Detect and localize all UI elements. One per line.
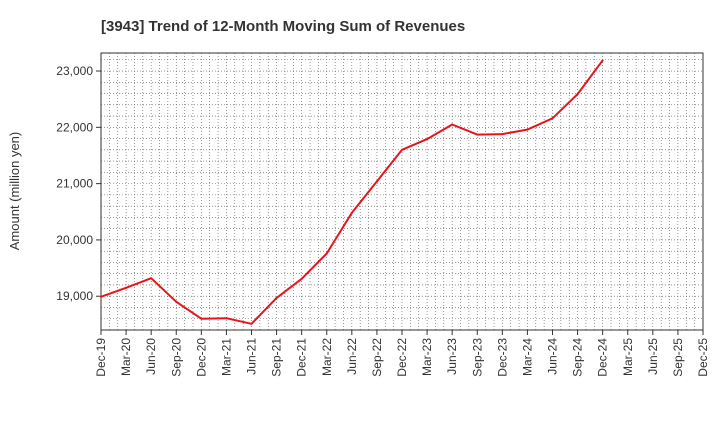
data-point [601,59,604,62]
data-point [150,277,153,280]
y-axis-label: Amount (million yen) [7,132,22,251]
x-tick-label: Sep-23 [470,338,484,377]
data-point [551,117,554,120]
x-tick-label: Jun-24 [546,338,560,375]
x-tick-label: Jun-22 [345,338,359,375]
data-point [175,300,178,303]
y-tick-label: 19,000 [56,289,93,303]
y-tick-label: 21,000 [56,177,93,191]
x-tick-label: Mar-25 [621,338,635,376]
data-point [125,286,128,289]
x-tick-label: Dec-20 [194,338,208,377]
x-tick-label: Mar-21 [219,338,233,376]
x-tick-label: Sep-24 [571,338,585,377]
data-point [476,133,479,136]
x-tick-label: Mar-24 [520,338,534,376]
x-tick-label: Jun-23 [445,338,459,375]
data-point [350,211,353,214]
y-tick-label: 22,000 [56,120,93,134]
x-tick-label: Mar-20 [119,338,133,376]
y-tick-label: 20,000 [56,233,93,247]
x-tick-label: Sep-21 [270,338,284,377]
x-tick-label: Sep-25 [671,338,685,377]
x-tick-label: Dec-22 [395,338,409,377]
x-tick-label: Jun-25 [646,338,660,375]
data-point [225,317,228,320]
data-point [325,252,328,255]
data-point [100,295,102,298]
x-tick-label: Sep-22 [370,338,384,377]
x-tick-label: Jun-20 [144,338,158,375]
x-tick-label: Jun-21 [245,338,259,375]
x-tick-label: Dec-25 [696,338,710,377]
x-tick-label: Dec-24 [596,338,610,377]
x-tick-label: Mar-23 [420,338,434,376]
data-point [300,277,303,280]
data-point [200,317,203,320]
x-tick-label: Sep-20 [169,338,183,377]
y-axis-ticks: 19,000 20,000 21,000 22,000 23,000 [56,64,101,303]
data-point [576,93,579,96]
data-point [501,133,504,136]
data-point [526,128,529,131]
series-layer [100,59,604,325]
x-tick-label: Mar-22 [320,338,334,376]
x-axis-ticks: Dec-19 Mar-20 Jun-20 Sep-20 Dec-20 Mar-21 Jun-… [94,330,710,377]
x-tick-label: Dec-21 [295,338,309,377]
data-point [250,322,253,325]
x-tick-label: Dec-19 [94,338,108,377]
chart-title: [3943] Trend of 12-Month Moving Sum of R… [101,18,465,35]
y-tick-label: 23,000 [56,64,93,78]
data-point [451,123,454,126]
data-point [401,148,403,151]
data-point [375,180,378,183]
data-point [275,296,278,299]
grid [101,53,703,331]
data-point [426,138,429,141]
x-tick-label: Dec-23 [495,338,509,377]
